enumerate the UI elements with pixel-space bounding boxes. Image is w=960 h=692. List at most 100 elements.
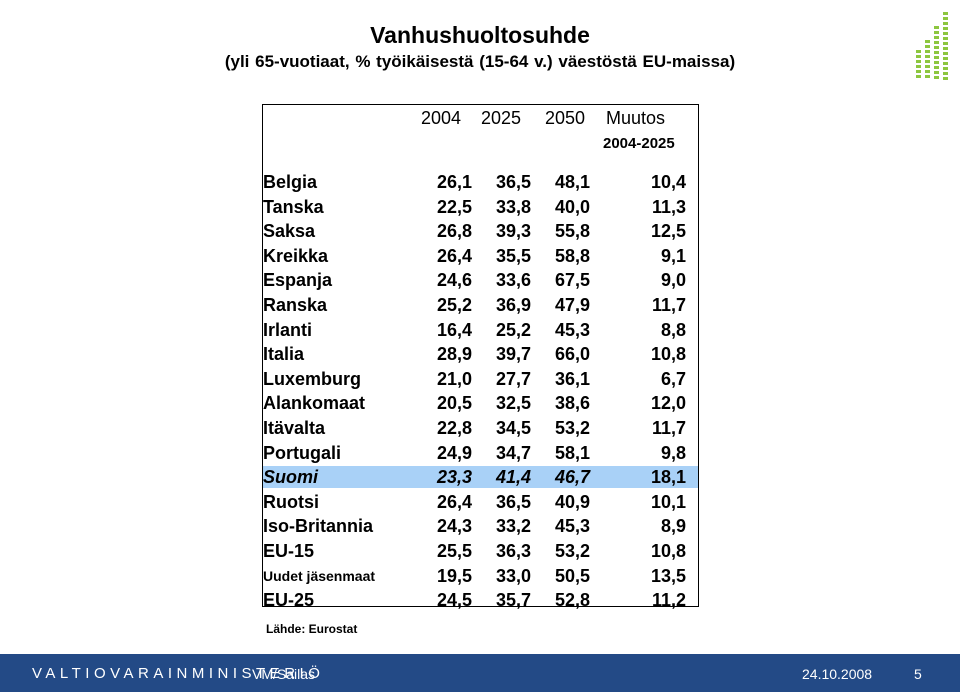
header-2025: 2025 [481, 108, 522, 128]
page-number: 5 [914, 666, 922, 682]
change-cell: 9,1 [660, 245, 686, 266]
country-cell: Itävalta [263, 417, 326, 438]
table-frame [262, 104, 699, 607]
highlight-row-background [263, 466, 698, 488]
value-2050-cell: 66,0 [554, 344, 590, 365]
ministry-name: VALTIOVARAINMINISTERIÖ [32, 665, 325, 682]
table-row: Itävalta 22,8 34,5 53,2 11,7 [263, 416, 699, 441]
value-2050-cell: 58,1 [554, 442, 590, 463]
value-2050-cell: 47,9 [554, 294, 590, 315]
value-2004-cell: 21,0 [436, 368, 472, 389]
value-2025-cell: 39,3 [495, 221, 531, 242]
value-2004-cell: 19,5 [436, 565, 472, 586]
value-2025-cell: 36,3 [495, 540, 531, 561]
header-muutos-range: 2004-2025 [603, 135, 675, 152]
change-cell: 6,7 [660, 368, 686, 389]
change-cell: 13,5 [650, 565, 686, 586]
value-2004-cell: 25,2 [436, 294, 472, 315]
change-cell: 11,7 [651, 417, 686, 438]
country-cell: Ruotsi [263, 491, 319, 512]
value-2004-cell: 24,6 [436, 270, 472, 291]
table-row: Ruotsi 26,4 36,5 40,9 10,1 [263, 490, 699, 515]
country-cell: Tanska [263, 196, 324, 217]
table-row: EU-25 24,5 35,7 52,8 11,2 [263, 588, 699, 613]
table-row: Kreikka 26,4 35,5 58,8 9,1 [263, 244, 699, 269]
value-2050-cell: 36,1 [554, 368, 590, 389]
country-cell: Belgia [263, 172, 318, 192]
value-2004-cell: 26,1 [436, 172, 472, 192]
value-2050-cell: 40,0 [554, 196, 590, 217]
country-cell: Ranska [263, 294, 328, 315]
value-2025-cell: 32,5 [495, 393, 531, 414]
value-2025-cell: 39,7 [495, 344, 531, 365]
country-cell: Alankomaat [263, 393, 366, 414]
country-cell: Uudet jäsenmaat [263, 567, 376, 584]
value-2004-cell: 26,4 [436, 491, 472, 512]
value-2025-cell: 33,0 [495, 565, 531, 586]
change-cell: 10,4 [650, 172, 686, 192]
country-cell: Italia [263, 344, 305, 365]
table-row: Suomi 23,3 41,4 46,7 18,1 [263, 465, 699, 490]
page-subtitle: (yli 65-vuotiaat, % työikäisestä (15-64 … [224, 52, 736, 71]
table-row: Iso-Britannia 24,3 33,2 45,3 8,9 [263, 514, 699, 539]
header-muutos: Muutos [606, 108, 666, 128]
value-2025-cell: 33,8 [495, 196, 531, 217]
value-2004-cell: 22,5 [436, 196, 472, 217]
value-2050-cell: 53,2 [554, 540, 590, 561]
value-2025-cell: 34,7 [495, 442, 531, 463]
value-2050-cell: 55,8 [554, 221, 590, 242]
value-2004-cell: 26,4 [436, 245, 472, 266]
footer-date: 24.10.2008 [802, 666, 873, 682]
value-2004-cell: 20,5 [436, 393, 472, 414]
data-table: Belgia 26,1 36,5 48,1 10,4 Tanska 22,5 33,8 40,0… [263, 170, 699, 613]
country-cell: Iso-Britannia [263, 516, 374, 537]
bar-logo-icon [916, 12, 948, 80]
table-row: EU-15 25,5 36,3 53,2 10,8 [263, 539, 699, 564]
value-2050-cell: 50,5 [554, 565, 590, 586]
country-cell: Portugali [263, 442, 342, 463]
change-cell: 9,0 [660, 270, 686, 291]
value-2025-cell: 27,7 [495, 368, 531, 389]
change-cell: 9,8 [660, 442, 686, 463]
value-2025-cell: 33,6 [495, 270, 531, 291]
change-cell: 12,5 [650, 221, 686, 242]
change-cell: 10,1 [650, 491, 686, 512]
value-2025-cell: 36,9 [495, 294, 531, 315]
change-cell: 11,7 [651, 294, 686, 315]
table-row: Saksa 26,8 39,3 55,8 12,5 [263, 219, 699, 244]
table-row: Ranska 25,2 36,9 47,9 11,7 [263, 293, 699, 318]
value-2025-cell: 36,5 [495, 491, 531, 512]
country-cell: EU-25 [263, 590, 315, 611]
table-row: Luxemburg 21,0 27,7 36,1 6,7 [263, 367, 699, 392]
country-cell: Luxemburg [263, 368, 362, 389]
change-cell: 11,3 [651, 196, 686, 217]
change-cell: 11,2 [651, 590, 686, 611]
country-cell: Irlanti [263, 319, 313, 340]
value-2050-cell: 67,5 [554, 270, 590, 291]
table-row: Irlanti 16,4 25,2 45,3 8,8 [263, 318, 699, 343]
change-cell: 18,1 [650, 467, 686, 488]
table-row: Portugali 24,9 34,7 58,1 9,8 [263, 441, 699, 466]
table-row: Uudet jäsenmaat 19,5 33,0 50,5 13,5 [263, 564, 699, 589]
value-2004-cell: 28,9 [436, 344, 472, 365]
value-2050-cell: 48,1 [554, 172, 590, 192]
value-2004-cell: 24,9 [436, 442, 472, 463]
value-2050-cell: 46,7 [554, 467, 590, 488]
value-2050-cell: 45,3 [554, 516, 590, 537]
table-row: Alankomaat 20,5 32,5 38,6 12,0 [263, 391, 699, 416]
value-2004-cell: 24,3 [436, 516, 472, 537]
country-cell: Kreikka [263, 245, 329, 266]
value-2025-cell: 33,2 [495, 516, 531, 537]
value-2025-cell: 25,2 [495, 319, 531, 340]
value-2004-cell: 26,8 [436, 221, 472, 242]
table-row: Espanja 24,6 33,6 67,5 9,0 [263, 268, 699, 293]
value-2050-cell: 40,9 [554, 491, 590, 512]
value-2025-cell: 34,5 [495, 417, 531, 438]
table-row: Italia 28,9 39,7 66,0 10,8 [263, 342, 699, 367]
page-title: Vanhushuoltosuhde [370, 22, 590, 48]
value-2025-cell: 36,5 [495, 172, 531, 192]
country-cell: EU-15 [263, 540, 315, 561]
value-2025-cell: 41,4 [495, 467, 531, 488]
footer-bar: VALTIOVARAINMINISTERIÖ VM/Sailas 24.10.2… [0, 654, 960, 692]
table-row: Tanska 22,5 33,8 40,0 11,3 [263, 195, 699, 220]
